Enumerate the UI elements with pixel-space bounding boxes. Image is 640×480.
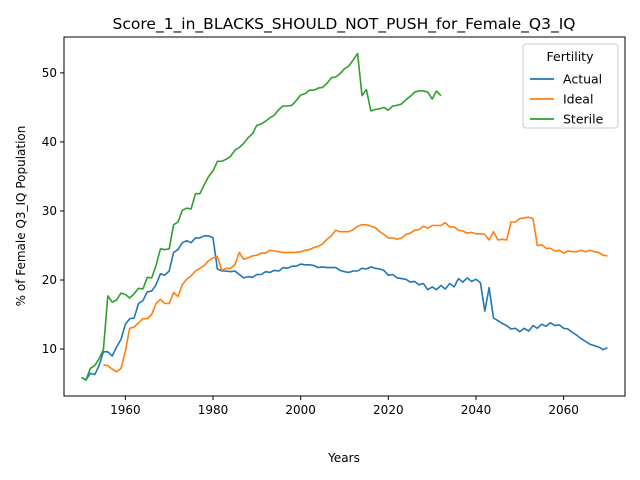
x-tick-label: 1960	[110, 403, 141, 417]
y-tick-label: 20	[42, 273, 57, 287]
chart-title: Score_1_in_BLACKS_SHOULD_NOT_PUSH_for_Fe…	[113, 15, 576, 34]
y-axis-label: % of Female Q3_IQ Population	[14, 126, 28, 307]
x-tick-label: 2000	[285, 403, 316, 417]
legend: Fertility Actual Ideal Sterile	[522, 43, 619, 129]
x-axis: 1960 1980 2000 2020 2040 2060	[110, 396, 579, 417]
plot-area	[63, 36, 626, 397]
series-line-ideal	[103, 216, 608, 373]
legend-box	[522, 43, 619, 129]
legend-label-sterile: Sterile	[563, 112, 604, 127]
y-tick-label: 50	[42, 66, 57, 80]
legend-entries: Actual Ideal Sterile	[530, 72, 604, 127]
x-axis-label: Years	[327, 451, 360, 465]
y-axis: 10 20 30 40 50	[42, 66, 64, 356]
y-tick-label: 30	[42, 204, 57, 218]
y-tick-label: 40	[42, 135, 57, 149]
x-tick-label: 2040	[461, 403, 492, 417]
series-line-actual	[81, 235, 608, 381]
y-tick-label: 10	[42, 342, 57, 356]
x-tick-label: 1980	[198, 403, 229, 417]
legend-label-ideal: Ideal	[563, 92, 593, 107]
x-tick-label: 2020	[373, 403, 404, 417]
x-tick-label: 2060	[548, 403, 579, 417]
series-lines	[81, 52, 608, 381]
legend-label-actual: Actual	[563, 72, 602, 87]
legend-title: Fertility	[547, 49, 595, 64]
series-line-sterile	[81, 52, 442, 381]
